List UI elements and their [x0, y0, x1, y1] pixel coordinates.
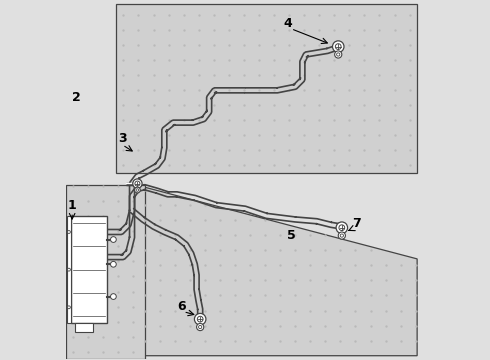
Bar [71, 216, 107, 323]
Polygon shape [145, 187, 417, 356]
Text: 5: 5 [287, 229, 296, 242]
Circle shape [111, 261, 116, 267]
Circle shape [335, 51, 342, 58]
Circle shape [197, 316, 203, 322]
Circle shape [339, 225, 344, 230]
Text: 7: 7 [352, 217, 361, 230]
Bar [116, 4, 417, 173]
Circle shape [335, 44, 341, 49]
Circle shape [195, 314, 206, 325]
Circle shape [336, 222, 347, 233]
Text: 6: 6 [177, 300, 186, 313]
Circle shape [340, 234, 343, 237]
Circle shape [111, 237, 116, 242]
Circle shape [338, 232, 345, 239]
Circle shape [136, 189, 139, 191]
Circle shape [333, 41, 344, 52]
Text: 4: 4 [284, 17, 293, 30]
Circle shape [198, 325, 202, 329]
Circle shape [135, 181, 140, 186]
Circle shape [196, 323, 204, 330]
Circle shape [337, 53, 340, 56]
Bar [66, 185, 145, 359]
Circle shape [68, 268, 71, 271]
Circle shape [111, 294, 116, 300]
Circle shape [133, 179, 142, 188]
Text: 1: 1 [68, 199, 76, 212]
Text: 2: 2 [72, 91, 81, 104]
Text: 3: 3 [119, 132, 127, 145]
Circle shape [135, 187, 140, 193]
Circle shape [68, 306, 71, 309]
Bar [67, 216, 71, 323]
Circle shape [68, 230, 71, 233]
Bar [74, 323, 93, 332]
